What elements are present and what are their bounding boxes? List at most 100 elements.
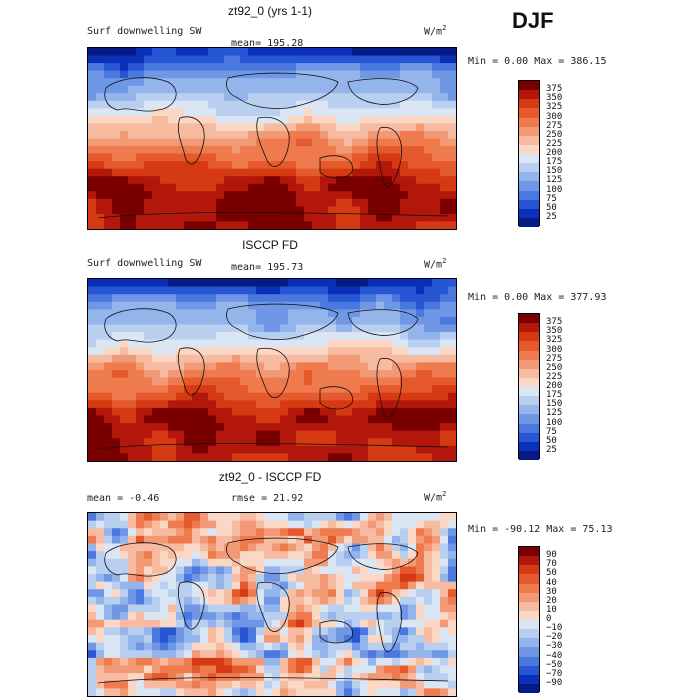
map-cell [120, 138, 129, 147]
map-cell [176, 161, 185, 170]
map-cell [368, 415, 377, 424]
map-cell [152, 596, 161, 606]
map-cell [328, 574, 337, 583]
map-cell [400, 168, 409, 177]
map-cell [176, 332, 185, 341]
map-cell [328, 362, 337, 371]
map-cell [168, 161, 177, 170]
map-cell [320, 339, 329, 348]
map-cell [400, 146, 409, 155]
map-cell [368, 392, 377, 401]
map-cell [176, 377, 185, 386]
map-cell [144, 665, 153, 674]
map-cell [184, 377, 193, 386]
map-cell [352, 528, 361, 537]
map-cell [288, 176, 297, 185]
map-cell [88, 551, 97, 560]
map-cell [120, 566, 129, 575]
map-cell [240, 130, 249, 140]
map-cell [360, 581, 369, 590]
map-cell [360, 301, 369, 310]
map-cell [280, 581, 289, 590]
map-cell [392, 176, 401, 185]
map-cell [256, 528, 265, 537]
map-cell [280, 316, 289, 326]
map-cell [152, 558, 161, 567]
map-cell [216, 520, 225, 529]
map-cell [400, 70, 409, 79]
map-cell [312, 123, 321, 132]
map-cell [128, 596, 137, 606]
map-cell [272, 168, 281, 177]
map-cell [392, 301, 401, 310]
map-cell [432, 680, 441, 689]
map-cell [408, 183, 417, 192]
map-cell [120, 316, 129, 326]
map-cell [288, 513, 297, 522]
map-cell [360, 191, 369, 200]
map-cell [408, 286, 417, 295]
map-cell [232, 347, 241, 356]
map-cell [192, 445, 201, 455]
map-cell [88, 619, 97, 628]
map-cell [240, 108, 249, 117]
map-cell [272, 63, 281, 72]
map-cell [368, 191, 377, 200]
map-cell [168, 316, 177, 326]
map-cell [400, 574, 409, 583]
map-cell [216, 619, 225, 628]
map-cell [200, 176, 209, 185]
colorbar-segment [519, 217, 539, 227]
season-label: DJF [512, 8, 554, 33]
map-cell [160, 191, 169, 200]
map-cell [160, 206, 169, 215]
map-cell [312, 377, 321, 386]
map-cell [400, 657, 409, 667]
map-cell [360, 665, 369, 674]
map-cell [256, 161, 265, 170]
map-cell [200, 665, 209, 674]
map-cell [144, 612, 153, 621]
map-cell [128, 392, 137, 401]
map-cell [120, 377, 129, 386]
map-cell [160, 55, 169, 64]
map-cell [360, 48, 369, 57]
map-cell [208, 294, 217, 303]
map-cell [272, 392, 281, 401]
map-cell [288, 279, 297, 288]
map-cell [120, 612, 129, 621]
map-cell [272, 407, 281, 417]
map-cell [88, 589, 97, 598]
map-cell [120, 339, 129, 348]
map-cell [248, 362, 257, 371]
colorbar-tick-label: 200 [546, 148, 563, 158]
map-cell [256, 362, 265, 371]
map-cell [168, 294, 177, 303]
map-cell [432, 138, 441, 147]
map-cell [344, 688, 353, 696]
map-cell [96, 453, 105, 461]
map-cell [144, 377, 153, 386]
map-cell [360, 176, 369, 185]
map-cell [288, 423, 297, 432]
map-cell [280, 558, 289, 567]
map-cell [288, 100, 297, 109]
map-cell [96, 85, 105, 94]
map-cell [272, 453, 281, 461]
map-cell [280, 221, 289, 229]
map-cell [392, 566, 401, 575]
map-cell [352, 168, 361, 177]
map-cell [280, 673, 289, 682]
map-cell [272, 191, 281, 200]
map-cell [448, 301, 456, 310]
map-cell [96, 108, 105, 117]
map-cell [360, 332, 369, 341]
map-cell [416, 535, 425, 545]
map-cell [128, 161, 137, 170]
map-cell [376, 635, 385, 644]
map-cell [328, 301, 337, 310]
map-cell [248, 445, 257, 455]
map-cell [416, 115, 425, 125]
map-cell [88, 354, 97, 364]
map-cell [296, 430, 305, 439]
